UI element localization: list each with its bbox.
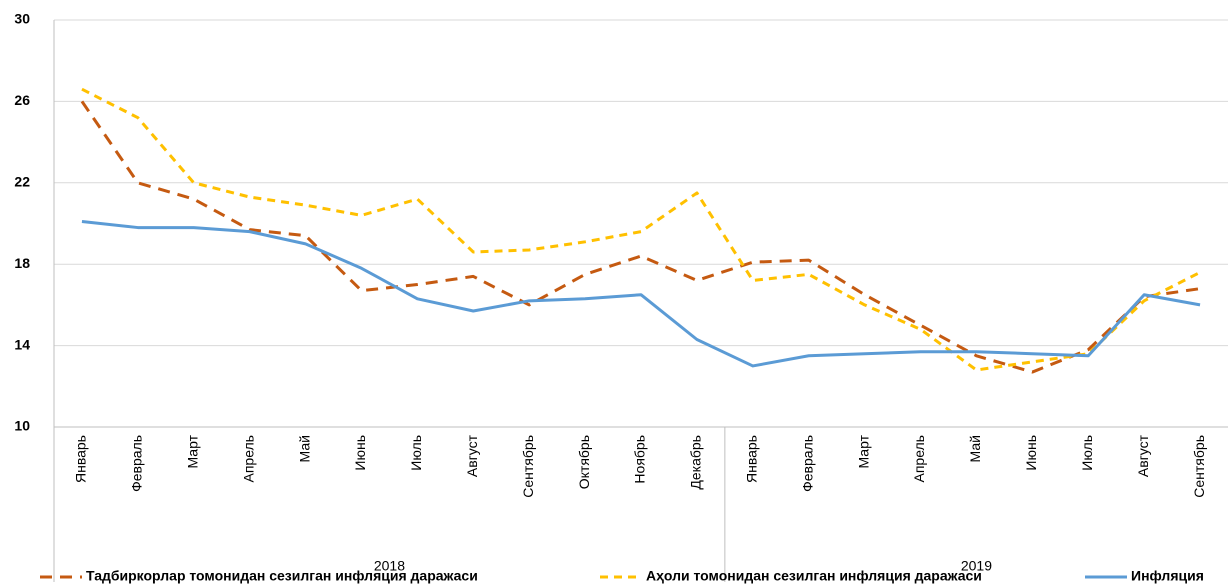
legend-label: Тадбиркорлар томонидан сезилган инфляция… [86, 568, 478, 584]
legend-label: Инфляция [1131, 568, 1204, 584]
y-tick-label: 22 [14, 174, 30, 190]
x-tick-label: Июнь [1023, 435, 1039, 471]
y-tick-label: 26 [14, 92, 30, 108]
series-line [81, 87, 1201, 372]
x-tick-label: Июль [1079, 435, 1095, 471]
x-tick-label: Апрель [240, 435, 256, 483]
x-tick-label: Январь [744, 435, 760, 483]
legend-label: Аҳоли томонидан сезилган инфляция даража… [646, 568, 982, 584]
x-tick-label: Ноябрь [632, 435, 648, 484]
x-tick-label: Март [184, 434, 200, 468]
y-tick-label: 14 [14, 336, 30, 352]
group-label: 2018 [374, 558, 405, 574]
x-tick-label: Июль [408, 435, 424, 471]
x-tick-label: Декабрь [688, 435, 704, 490]
x-tick-label: Июнь [352, 435, 368, 471]
x-tick-label: Август [464, 434, 480, 477]
y-tick-label: 10 [14, 418, 30, 434]
x-tick-label: Сентябрь [520, 435, 536, 498]
series-line [80, 100, 1201, 374]
x-tick-label: Май [296, 435, 312, 462]
x-tick-label: Январь [73, 435, 89, 483]
series-line [81, 219, 1201, 368]
x-tick-label: Август [1135, 434, 1151, 477]
x-tick-label: Сентябрь [1191, 435, 1207, 498]
x-tick-label: Февраль [799, 435, 815, 492]
x-tick-label: Май [967, 435, 983, 462]
x-tick-label: Февраль [129, 435, 145, 492]
x-tick-label: Октябрь [576, 435, 592, 489]
x-tick-label: Апрель [911, 435, 927, 483]
y-tick-label: 30 [14, 11, 30, 27]
x-tick-label: Март [855, 434, 871, 468]
group-label: 2019 [961, 558, 992, 574]
y-tick-label: 18 [14, 255, 30, 271]
